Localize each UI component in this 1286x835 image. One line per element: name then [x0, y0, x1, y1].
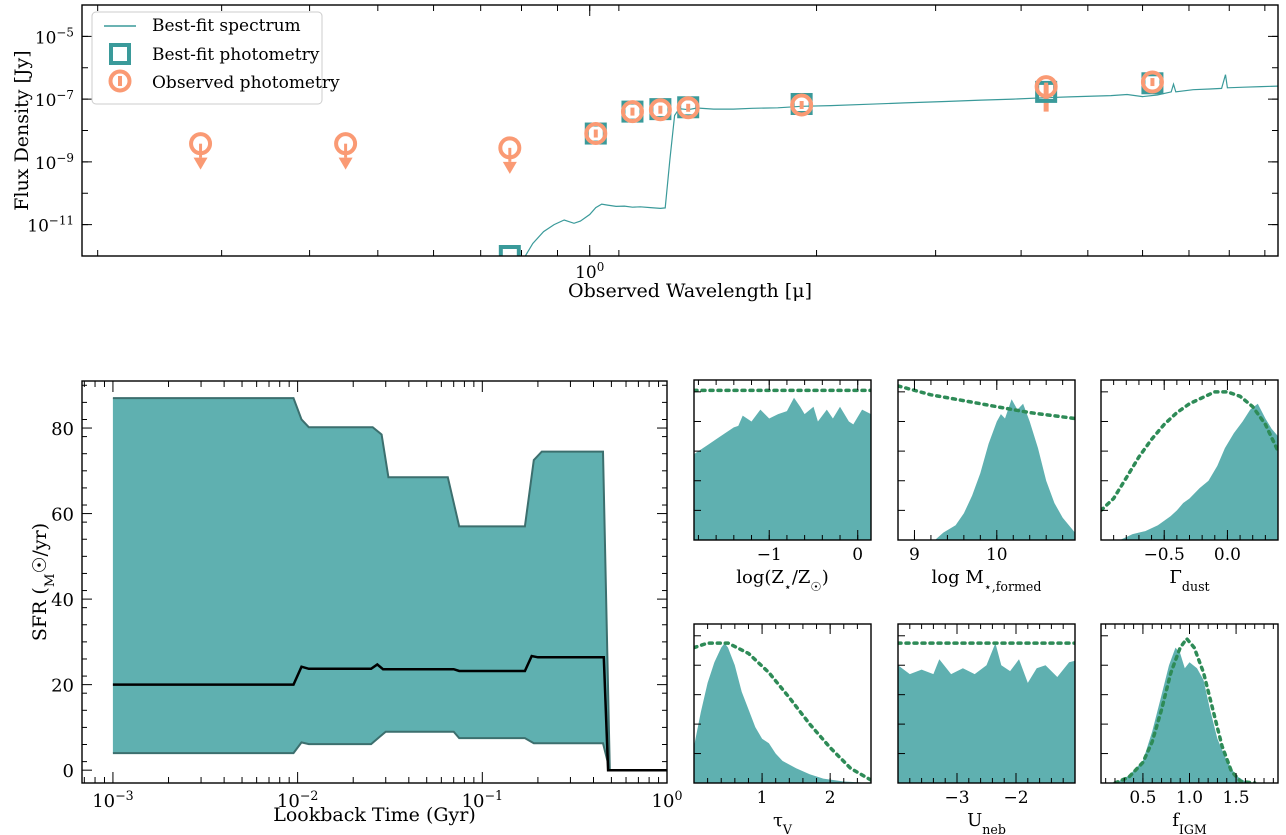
p-figm-x-tick-label: 0.5 — [1129, 788, 1156, 808]
sfh-y-tick-label: 0 — [63, 761, 74, 782]
p-gamma-posterior — [1120, 403, 1278, 540]
p-figm-x-axis-label: fIGM — [1172, 810, 1207, 835]
p-mass-prior — [898, 384, 1075, 421]
sfh-x-tick-label: 10−2 — [277, 788, 318, 813]
p-tau-x-tick-label: 1 — [757, 788, 768, 808]
sed-legend: Best-fit spectrum Best-fit photometry Obse… — [91, 11, 340, 105]
p-logz-axes-frame — [693, 379, 872, 541]
p-uneb-posterior — [898, 643, 1075, 783]
p-gamma-prior — [1101, 390, 1278, 513]
p-uneb-x-axis-label: Uneb — [967, 810, 1006, 835]
p-logz-x-tick-label: 0 — [852, 545, 863, 565]
p-tau-axes-frame — [693, 623, 872, 784]
sfh-x-tick-label: 10−1 — [462, 788, 503, 813]
legend-entry-best-fit-photometry: Best-fit photometry — [152, 45, 320, 65]
p-figm-x-tick-label: 1.0 — [1176, 788, 1203, 808]
sfh-y-tick-label: 20 — [51, 676, 74, 697]
p-mass-plot-area — [898, 384, 1075, 540]
sfr-credible-band — [112, 398, 667, 771]
p-figm-prior — [1113, 635, 1257, 783]
p-figm-posterior — [1115, 647, 1255, 783]
p-uneb-plot-area — [898, 641, 1075, 783]
p-mass-posterior — [935, 399, 1075, 540]
best-fit-photometry-marker — [498, 245, 521, 256]
observed-photometry-marker — [648, 98, 672, 122]
p-gamma-plot-area — [1101, 390, 1278, 540]
p-figm-x-tick-label: 1.5 — [1223, 788, 1250, 808]
sfh-y-tick-label: 40 — [51, 590, 74, 611]
upper-limit-arrow — [502, 161, 517, 174]
p-tau-panel: 1 2 τV — [693, 623, 872, 835]
sed-y-tick-label: 10−7 — [35, 88, 74, 111]
p-uneb-x-tick-label: −2 — [1003, 788, 1028, 808]
p-mass-x-tick-label: 9 — [909, 545, 920, 565]
p-gamma-x-tick-label: −0.5 — [1144, 545, 1185, 565]
p-logz-x-tick-label: −1 — [757, 545, 782, 565]
sfh-x-axis-label: Lookback Time (Gyr) — [273, 804, 476, 826]
legend-entry-spectrum: Best-fit spectrum — [152, 16, 301, 36]
sed-y-axis-label: Flux Density [Jy] — [11, 50, 33, 210]
sed-x-tick-label: 100 — [575, 260, 604, 283]
p-logz-plot-area — [694, 388, 871, 540]
p-figm-panel: 0.5 1.0 1.5 fIGM — [1100, 623, 1279, 835]
p-logz-x-axis-label: log(Z⋆/Z☉) — [736, 567, 828, 594]
sfh-y-tick-label: 60 — [51, 505, 74, 526]
sed-y-tick-label: 10−5 — [35, 25, 74, 48]
best-fit-spectrum-line — [524, 74, 1278, 256]
legend-box — [91, 11, 323, 105]
p-gamma-x-tick-label: 0.0 — [1214, 545, 1241, 565]
upper-limit-arrow — [338, 157, 353, 170]
sed-y-tick-label: 10−11 — [27, 214, 74, 237]
sfh-panel: 0 20 40 60 80 10−3 10−2 10−1 100 Lookback Time (G… — [29, 380, 683, 826]
sed-x-axis-label: Observed Wavelength [μ] — [568, 280, 812, 302]
observed-photometry-marker — [676, 96, 700, 120]
sfh-x-tick-label: 100 — [652, 788, 683, 813]
sfr-lower-edge — [112, 730, 667, 772]
p-figm-plot-area — [1113, 635, 1257, 783]
sfh-y-tick-label: 80 — [51, 419, 74, 440]
p-tau-posterior — [694, 643, 871, 783]
sfr-median-line — [112, 654, 667, 772]
p-gamma-x-axis-label: Γdust — [1169, 567, 1209, 594]
observed-photometry-marker — [584, 122, 608, 146]
sed-y-tick-label: 10−9 — [35, 151, 74, 174]
sfr-upper-edge — [112, 397, 667, 772]
sed-plot-area — [189, 70, 1278, 256]
legend-observed-swatch — [108, 69, 132, 93]
p-tau-plot-area — [694, 641, 871, 783]
legend-photometry-swatch — [109, 43, 131, 65]
p-logz-panel: −1 0 log(Z⋆/Z☉) — [693, 379, 872, 594]
p-tau-x-axis-label: τV — [773, 810, 793, 835]
sfh-y-axis-label: SFR (M☉/yr) — [29, 523, 58, 641]
p-tau-x-tick-label: 2 — [825, 788, 836, 808]
legend-entry-observed-photometry: Observed photometry — [152, 73, 340, 93]
sfh-x-tick-label: 10−3 — [92, 788, 133, 813]
p-uneb-axes-frame — [897, 623, 1076, 784]
sfh-axes-frame — [81, 380, 668, 784]
observed-photometry-marker — [790, 93, 814, 117]
observed-photometry-marker — [1140, 70, 1164, 94]
p-mass-axes-frame — [897, 379, 1076, 541]
p-mass-x-axis-label: log M⋆,formed — [932, 567, 1042, 594]
observed-photometry-marker — [620, 100, 644, 124]
upper-limit-arrow — [193, 157, 208, 170]
p-uneb-x-tick-label: −3 — [944, 788, 969, 808]
p-tau-prior — [694, 641, 871, 782]
p-mass-x-tick-label: 10 — [986, 545, 1008, 565]
p-logz-posterior — [694, 397, 871, 540]
observed-photometry-marker — [1034, 75, 1058, 99]
